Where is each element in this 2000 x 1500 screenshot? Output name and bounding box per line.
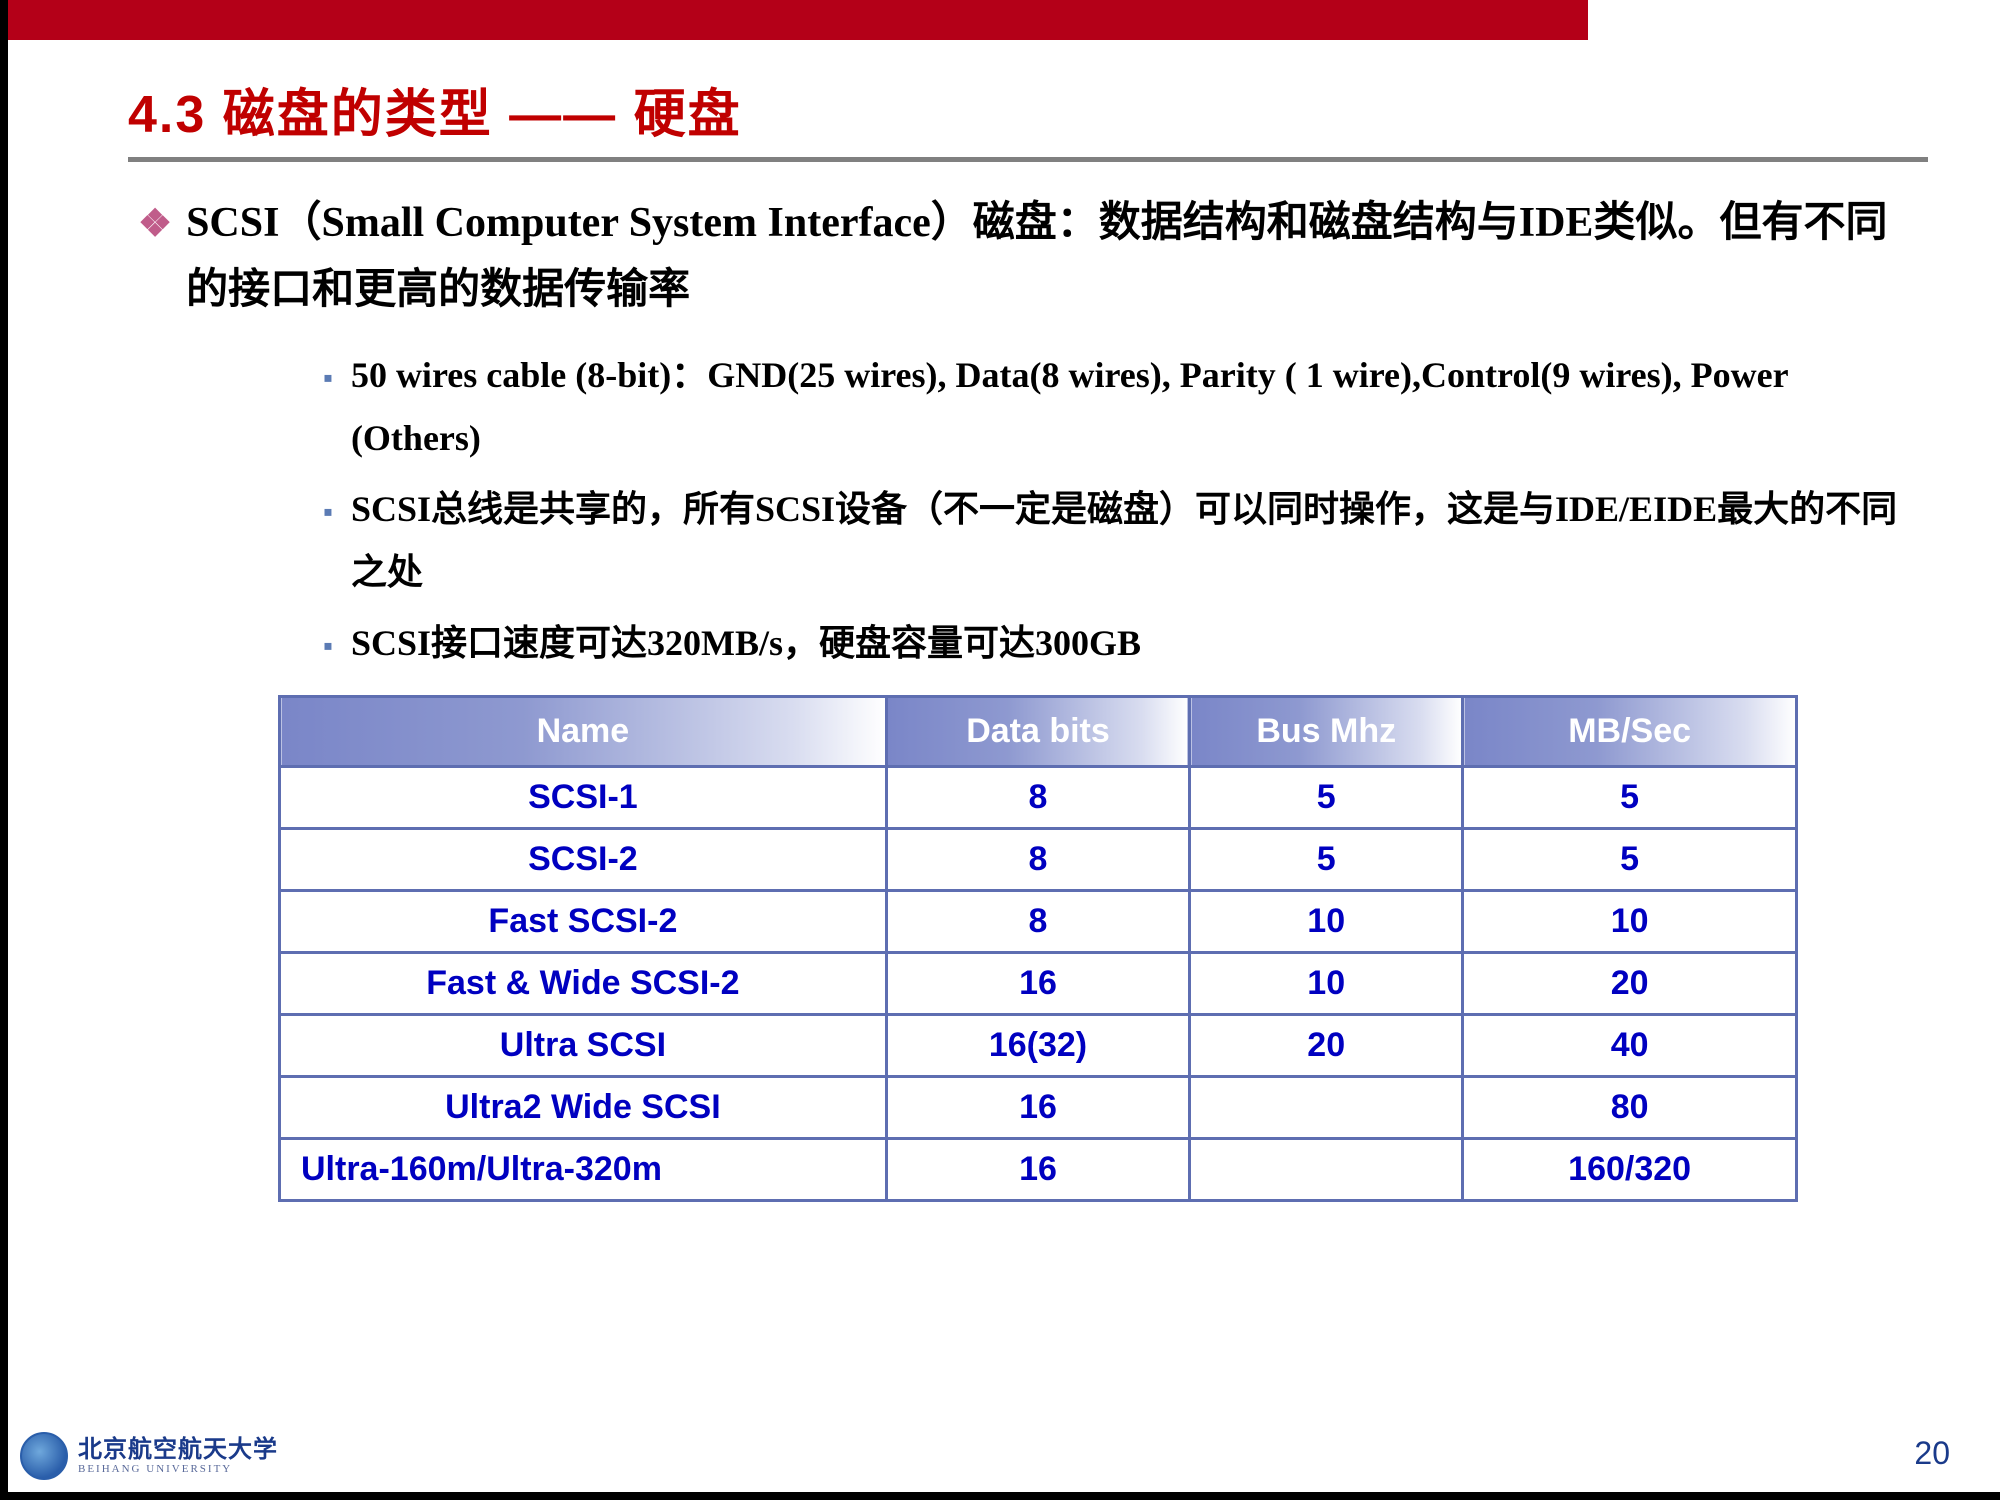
cell-mbsec: 40 [1463,1015,1797,1077]
table-header: Name Data bits Bus Mhz MB/Sec [280,697,1797,767]
cell-databits: 8 [886,891,1189,953]
university-text: 北京航空航天大学 BEIHANG UNIVERSITY [78,1438,278,1475]
cell-databits: 16 [886,1139,1189,1201]
col-databits: Data bits [886,697,1189,767]
cell-databits: 8 [886,767,1189,829]
top-accent-bar [8,0,1588,40]
sub-bullet-item: ▪ 50 wires cable (8-bit)：GND(25 wires), … [323,344,1920,470]
content-area: ❖ SCSI（Small Computer System Interface）磁… [138,190,1920,1202]
col-busmhz: Bus Mhz [1190,697,1463,767]
square-bullet-icon: ▪ [323,354,333,403]
table-row: Ultra SCSI 16(32) 20 40 [280,1015,1797,1077]
sub-bullet-text: 50 wires cable (8-bit)：GND(25 wires), Da… [351,344,1920,470]
slide-footer: 北京航空航天大学 BEIHANG UNIVERSITY 20 [20,1432,1980,1480]
cell-mbsec: 5 [1463,767,1797,829]
cell-busmhz: 5 [1190,767,1463,829]
sub-bullet-text: SCSI总线是共享的，所有SCSI设备（不一定是磁盘）可以同时操作，这是与IDE… [351,478,1920,604]
table-row: Ultra-160m/Ultra-320m 16 160/320 [280,1139,1797,1201]
sub-bullet-text: SCSI接口速度可达320MB/s，硬盘容量可达300GB [351,612,1920,675]
table-row: Ultra2 Wide SCSI 16 80 [280,1077,1797,1139]
cell-mbsec: 80 [1463,1077,1797,1139]
col-mbsec: MB/Sec [1463,697,1797,767]
title-block: 4.3 磁盘的类型 —— 硬盘 [128,72,1920,162]
cell-busmhz: 5 [1190,829,1463,891]
main-bullet-text: SCSI（Small Computer System Interface）磁盘：… [186,190,1920,324]
table-row: Fast & Wide SCSI-2 16 10 20 [280,953,1797,1015]
cell-name: Ultra SCSI [280,1015,887,1077]
cell-databits: 16(32) [886,1015,1189,1077]
table-body: SCSI-1 8 5 5 SCSI-2 8 5 5 Fast SCSI-2 8 … [280,767,1797,1201]
sub-bullet-item: ▪ SCSI接口速度可达320MB/s，硬盘容量可达300GB [323,612,1920,675]
cell-name: Ultra2 Wide SCSI [280,1077,887,1139]
cell-name: SCSI-1 [280,767,887,829]
cell-mbsec: 160/320 [1463,1139,1797,1201]
slide: 4.3 磁盘的类型 —— 硬盘 ❖ SCSI（Small Computer Sy… [0,0,2000,1500]
university-logo-icon [20,1432,68,1480]
sub-bullet-item: ▪ SCSI总线是共享的，所有SCSI设备（不一定是磁盘）可以同时操作，这是与I… [323,478,1920,604]
university-subtitle: BEIHANG UNIVERSITY [78,1464,278,1475]
square-bullet-icon: ▪ [323,488,333,537]
cell-databits: 8 [886,829,1189,891]
slide-title: 4.3 磁盘的类型 —— 硬盘 [128,72,1920,147]
cell-name: Fast SCSI-2 [280,891,887,953]
cell-busmhz: 10 [1190,891,1463,953]
cell-databits: 16 [886,953,1189,1015]
page-number: 20 [1914,1435,1980,1480]
cell-mbsec: 5 [1463,829,1797,891]
cell-busmhz [1190,1077,1463,1139]
table-header-row: Name Data bits Bus Mhz MB/Sec [280,697,1797,767]
cell-busmhz: 20 [1190,1015,1463,1077]
cell-mbsec: 10 [1463,891,1797,953]
cell-busmhz [1190,1139,1463,1201]
sub-bullet-list: ▪ 50 wires cable (8-bit)：GND(25 wires), … [323,344,1920,675]
table-row: SCSI-2 8 5 5 [280,829,1797,891]
col-name: Name [280,697,887,767]
university-branding: 北京航空航天大学 BEIHANG UNIVERSITY [20,1432,278,1480]
cell-name: Fast & Wide SCSI-2 [280,953,887,1015]
diamond-bullet-icon: ❖ [138,194,172,255]
university-name: 北京航空航天大学 [78,1438,278,1462]
cell-databits: 16 [886,1077,1189,1139]
title-underline [128,157,1928,162]
cell-name: SCSI-2 [280,829,887,891]
cell-busmhz: 10 [1190,953,1463,1015]
cell-name: Ultra-160m/Ultra-320m [280,1139,887,1201]
cell-mbsec: 20 [1463,953,1797,1015]
table-row: Fast SCSI-2 8 10 10 [280,891,1797,953]
scsi-table: Name Data bits Bus Mhz MB/Sec SCSI-1 8 5… [278,695,1798,1202]
table-row: SCSI-1 8 5 5 [280,767,1797,829]
main-bullet: ❖ SCSI（Small Computer System Interface）磁… [138,190,1920,324]
square-bullet-icon: ▪ [323,622,333,671]
